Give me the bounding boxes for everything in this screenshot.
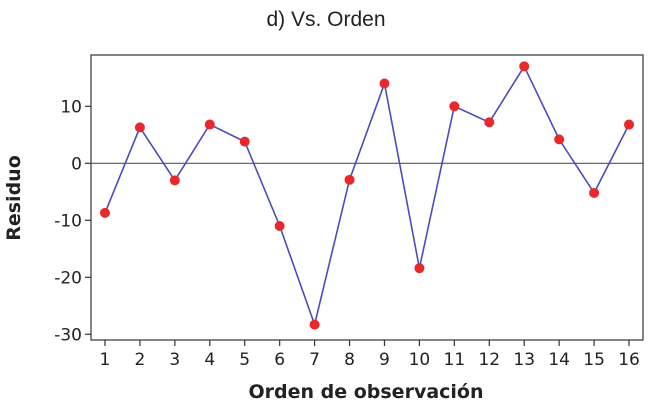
x-tick-label: 2 [134, 350, 145, 370]
x-tick-label: 16 [618, 350, 640, 370]
y-tick-label: -30 [54, 325, 82, 345]
data-point [134, 122, 145, 133]
x-tick-label: 6 [274, 350, 285, 370]
x-tick-label: 13 [513, 350, 535, 370]
data-point [589, 187, 600, 198]
data-point [204, 119, 215, 130]
residual-series-markers [99, 61, 635, 330]
data-point [309, 319, 320, 330]
data-point [239, 136, 250, 147]
data-point [414, 263, 425, 274]
y-tick-label: -20 [54, 268, 82, 288]
x-tick-label: 14 [548, 350, 570, 370]
x-tick-label: 15 [583, 350, 605, 370]
y-axis-label: Residuo [3, 155, 25, 241]
x-tick-label: 4 [204, 350, 215, 370]
x-tick-label: 10 [409, 350, 431, 370]
y-tick-label: 10 [60, 97, 82, 117]
x-axis: 1 2 3 4 5 6 7 8 9 10 11 12 13 14 15 16 [100, 340, 640, 370]
x-axis-label: Orden de observación [248, 381, 483, 403]
chart-title: d) Vs. Orden [266, 8, 385, 31]
residual-series-line [104, 64, 630, 328]
y-tick-label: -10 [54, 211, 82, 231]
x-tick-label: 8 [344, 350, 355, 370]
data-point [99, 207, 110, 218]
x-tick-label: 3 [169, 350, 180, 370]
data-point [379, 78, 390, 89]
x-tick-label: 5 [239, 350, 250, 370]
x-tick-label: 9 [379, 350, 390, 370]
data-point [344, 174, 355, 185]
data-point [624, 119, 635, 130]
y-tick-label: 0 [71, 154, 82, 174]
data-point [519, 61, 530, 72]
x-tick-label: 1 [100, 350, 111, 370]
data-point [274, 221, 285, 231]
data-point [169, 175, 180, 186]
data-point [484, 117, 495, 128]
y-axis: 10 0 -10 -20 -30 [54, 97, 91, 345]
x-tick-label: 7 [309, 350, 320, 370]
x-tick-label: 12 [478, 350, 500, 370]
data-point [554, 134, 565, 145]
data-point [449, 101, 460, 112]
plot-area-frame [90, 54, 644, 341]
x-tick-label: 11 [444, 350, 466, 370]
